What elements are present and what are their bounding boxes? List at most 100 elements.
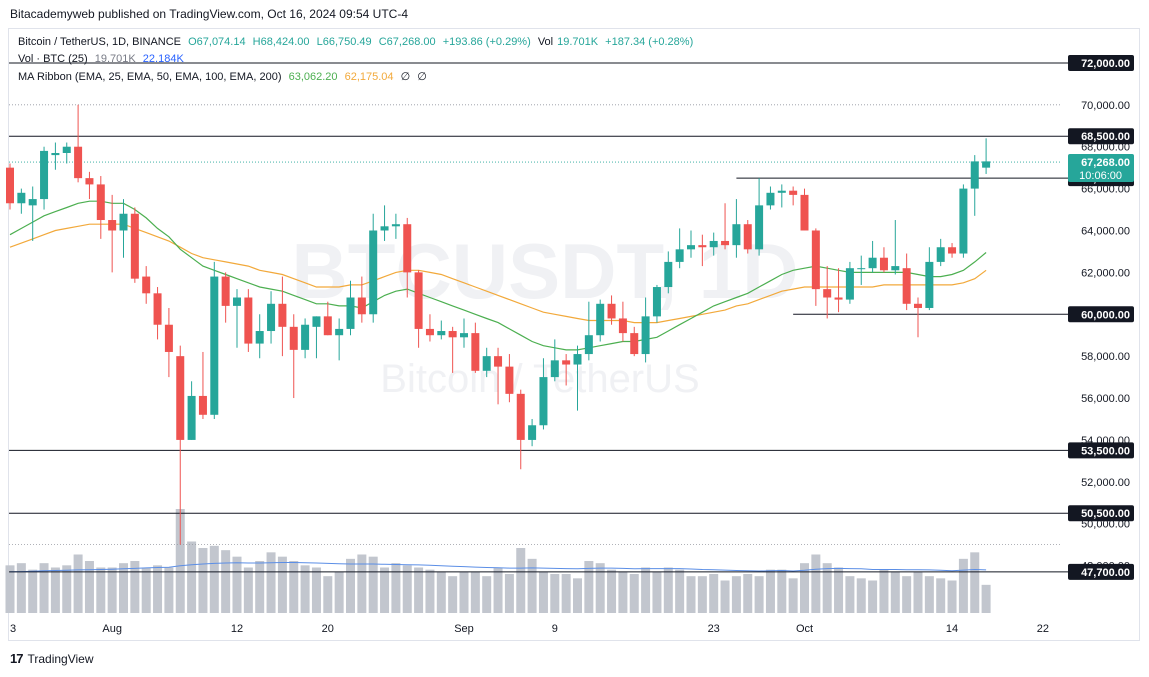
legend-ma1: 63,062.20 [288,71,338,83]
ema50-line [9,223,987,324]
candle-body [698,245,707,248]
legend-vol-indicator[interactable]: Vol · BTC (25) [18,53,88,65]
volume-bar [153,565,163,613]
x-tick-label: 22 [1037,623,1049,635]
legend-vol-value: 19.701K [557,36,599,48]
volume-bar [28,569,38,613]
volume-bar [255,561,265,613]
last-price-label-bg [1068,154,1134,183]
x-tick-label: 14 [946,623,958,635]
legend-ma-ribbon: MA Ribbon (EMA, 25, EMA, 50, EMA, 100, E… [18,70,431,83]
candle-body [891,266,900,271]
volume-bar [175,509,185,613]
volume-bar [743,574,753,613]
volume-bar [164,567,174,613]
publisher-line: Bitacademyweb published on TradingView.c… [10,7,409,21]
volume-bar [436,571,446,613]
candle-body [17,192,26,204]
legend-vol-v2: 22.184K [142,53,184,65]
legend-ma3: ∅ [400,71,411,83]
level-label: 68,500.00 [1081,131,1130,143]
candle-body [210,276,219,415]
x-tick-label: Aug [102,623,122,635]
candle-body [675,249,684,262]
candle-body [448,331,457,338]
volume-bar [629,574,639,613]
x-tick-label: 9 [552,623,558,635]
candle-body [187,395,196,440]
y-tick-label: 62,000.00 [1081,267,1130,279]
volume-bar [141,567,151,613]
candle-body [982,161,991,168]
candle-body [119,213,128,231]
level-label-bg [1068,505,1134,522]
tradingview-logo-icon[interactable]: 17 [10,651,24,666]
candle-body [596,303,605,336]
legend-symbol[interactable]: Bitcoin / TetherUS, 1D, BINANCE [18,36,182,48]
volume-bar [958,558,968,613]
volume-bar [584,561,594,613]
volume-bar [334,571,344,613]
volume-bar [493,567,503,613]
volume-bar [209,545,219,613]
legend-close: C67,268.00 [378,36,436,48]
volume-bar [62,565,72,613]
volume-bar [845,576,855,613]
candle-body [289,326,298,350]
candle-body [255,331,264,344]
legend-ma4: ∅ [417,71,427,83]
candle-body [221,276,230,306]
candle-body [28,199,37,206]
candle-body [970,161,979,189]
x-tick-label: Sep [454,623,474,635]
volume-bar [198,548,208,613]
x-tick-label: Oct [796,623,813,635]
ema25-line [9,200,987,351]
footer: 17 TradingView [10,651,94,666]
candle-body [414,272,423,329]
volume-bar [561,574,571,613]
candle-body [948,247,957,254]
y-tick-label: 64,000.00 [1081,225,1130,237]
volume-bar [697,576,707,613]
candle-body [868,257,877,269]
volume-bar [187,541,197,613]
volume-bar [16,563,26,613]
level-label: 50,500.00 [1081,508,1130,520]
legend-ma2: 62,175.04 [344,71,394,83]
volume-bar [357,554,367,613]
volume-ma-line [9,562,987,573]
legend-ma-label[interactable]: MA Ribbon (EMA, 25, EMA, 50, EMA, 100, E… [18,71,282,83]
candle-body [267,303,276,332]
candle-body [845,268,854,300]
candle-body [573,354,582,365]
candle-body [142,276,151,294]
level-label-bg [1068,128,1134,145]
chart-frame[interactable] [8,28,1140,641]
x-tick-label: 20 [322,623,334,635]
footer-logo-text[interactable]: TradingView [27,651,94,666]
volume-bar [720,580,730,613]
candle-body [618,318,627,334]
volume-bar [402,565,412,613]
candle-body [96,184,105,221]
candle-body [74,146,83,179]
candle-body [755,205,764,250]
volume-bar [232,556,242,613]
volume-bar [96,567,106,613]
candle-body [936,247,945,262]
volume-bar [947,580,957,613]
candle-body [914,303,922,308]
countdown-label: 10:06:00 [1079,170,1122,182]
x-tick-label: 12 [231,623,243,635]
candle-body [460,333,468,338]
volume-bar [573,578,582,613]
level-label: 72,000.00 [1081,58,1130,70]
volume-bar [107,567,117,613]
volume-bar [686,576,696,613]
candle-body [323,316,332,336]
volume-bar [765,569,775,613]
candle-body [607,303,616,319]
volume-bar [731,576,741,613]
